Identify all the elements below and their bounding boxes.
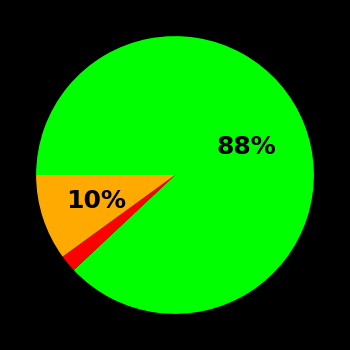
Wedge shape: [63, 175, 175, 270]
Text: 88%: 88%: [216, 135, 276, 159]
Wedge shape: [36, 175, 175, 257]
Wedge shape: [36, 36, 314, 314]
Text: 10%: 10%: [66, 189, 126, 213]
